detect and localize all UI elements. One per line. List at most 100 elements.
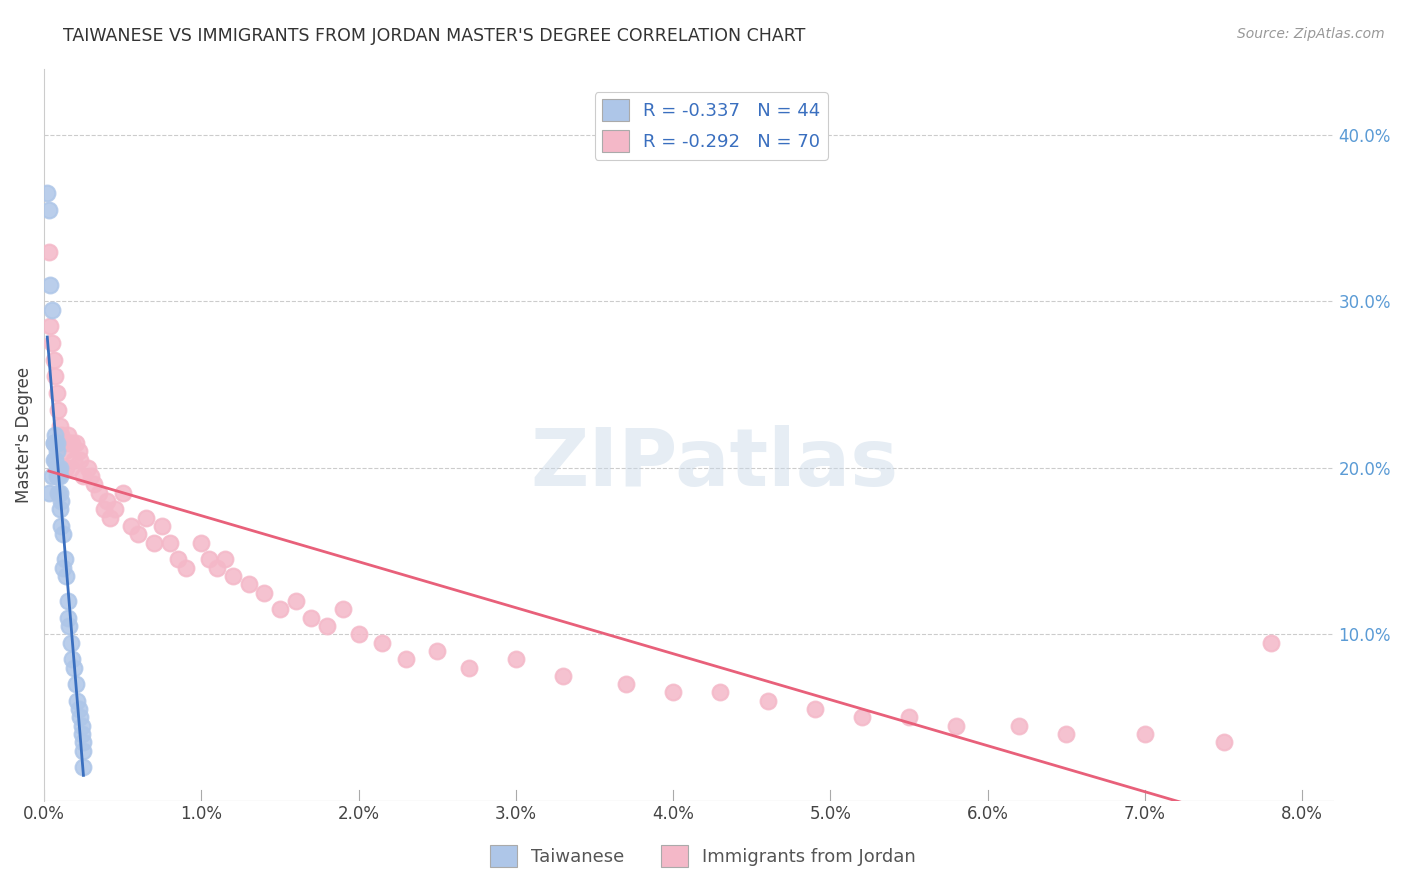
Point (55, 460, 77, 475)
Point (159, 535, 181, 549)
Point (269, 602, 291, 616)
Point (614, 677, 637, 691)
Point (457, 660, 479, 674)
Point (72, 744, 94, 758)
Point (72, 735, 94, 749)
Point (59, 460, 82, 475)
Point (65, 677, 87, 691)
Point (49, 502, 72, 516)
Point (49, 485, 72, 500)
Point (945, 719, 967, 733)
Point (42, 436, 65, 450)
Point (67, 444, 90, 458)
Point (93, 502, 115, 516)
Point (1212, 735, 1234, 749)
Legend: Taiwanese, Immigrants from Jordan: Taiwanese, Immigrants from Jordan (482, 838, 924, 874)
Point (143, 535, 166, 549)
Point (96, 494, 118, 508)
Point (709, 685, 731, 699)
Point (44, 369, 66, 384)
Point (284, 594, 307, 608)
Point (70, 719, 93, 733)
Point (803, 702, 825, 716)
Point (52, 560, 75, 574)
Point (44, 452, 66, 467)
Point (72, 760, 94, 774)
Point (551, 669, 574, 683)
Point (332, 602, 354, 616)
Point (59, 635, 82, 649)
Point (62, 652, 84, 666)
Point (1260, 635, 1282, 649)
Point (52, 436, 75, 450)
Point (51, 494, 73, 508)
Point (316, 619, 339, 633)
Point (58, 436, 80, 450)
Point (39, 277, 62, 292)
Point (80, 469, 103, 483)
Point (44, 427, 66, 442)
Point (505, 652, 527, 666)
Point (301, 610, 323, 624)
Point (253, 585, 276, 599)
Point (198, 552, 221, 566)
Y-axis label: Master's Degree: Master's Degree (15, 367, 32, 502)
Point (63, 660, 86, 674)
Point (39, 319, 62, 334)
Point (66, 694, 89, 708)
Point (756, 694, 779, 708)
Point (1133, 727, 1156, 741)
Point (174, 560, 197, 574)
Point (1054, 727, 1077, 741)
Point (51, 519, 73, 533)
Point (83, 477, 105, 491)
Point (98, 510, 121, 524)
Point (46, 485, 69, 500)
Point (62, 436, 84, 450)
Point (111, 485, 134, 500)
Point (70, 727, 93, 741)
Point (41, 336, 63, 351)
Point (426, 644, 449, 658)
Point (42, 452, 65, 467)
Point (56, 427, 79, 442)
Point (898, 710, 921, 724)
Point (45, 436, 67, 450)
Point (69, 710, 91, 724)
Point (45, 444, 67, 458)
Text: ZIPatlas: ZIPatlas (530, 425, 898, 503)
Point (222, 569, 245, 583)
Point (851, 710, 873, 724)
Point (104, 502, 127, 516)
Point (38, 485, 60, 500)
Point (46, 460, 69, 475)
Point (65, 436, 87, 450)
Point (44, 436, 66, 450)
Point (347, 627, 370, 641)
Point (37, 186, 59, 201)
Point (127, 527, 149, 541)
Point (1008, 719, 1031, 733)
Point (56, 594, 79, 608)
Point (135, 510, 157, 524)
Point (45, 469, 67, 483)
Point (38, 244, 60, 259)
Point (45, 386, 67, 401)
Text: Source: ZipAtlas.com: Source: ZipAtlas.com (1237, 27, 1385, 41)
Point (395, 652, 418, 666)
Point (53, 444, 76, 458)
Point (58, 619, 80, 633)
Point (72, 469, 94, 483)
Point (53, 552, 76, 566)
Point (49, 469, 72, 483)
Point (150, 519, 173, 533)
Point (205, 560, 228, 574)
Point (67, 702, 90, 716)
Point (49, 460, 72, 475)
Point (238, 577, 260, 591)
Text: TAIWANESE VS IMMIGRANTS FROM JORDAN MASTER'S DEGREE CORRELATION CHART: TAIWANESE VS IMMIGRANTS FROM JORDAN MAST… (63, 27, 806, 45)
Point (89, 485, 111, 500)
Point (38, 202, 60, 217)
Point (77, 460, 100, 475)
Point (190, 535, 212, 549)
